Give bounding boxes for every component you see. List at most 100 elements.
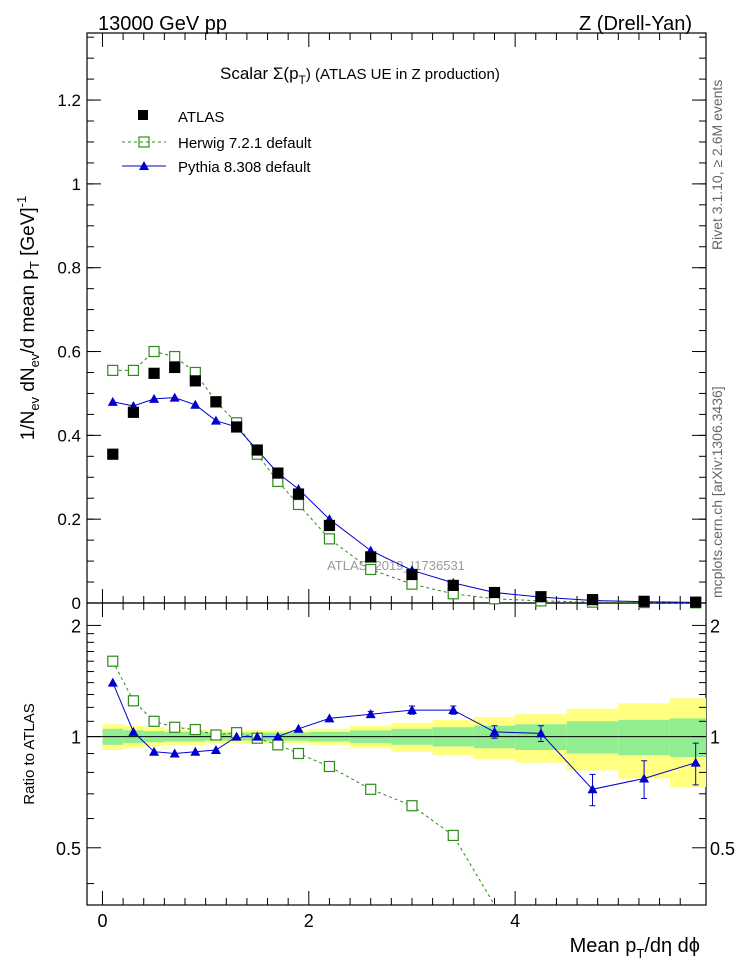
pythia-ratio-point [272, 731, 283, 741]
herwig-ratio-line [112, 660, 495, 906]
pythia-ratio-point [231, 731, 242, 741]
ratio-band-inner [669, 718, 706, 758]
pythia-point [210, 415, 221, 425]
pythia-ratio-point [489, 726, 500, 736]
atlas-point [169, 361, 181, 374]
atlas-point [127, 406, 140, 418]
main-ytick-label: 0.2 [57, 510, 81, 529]
atlas-point [690, 596, 702, 608]
atlas-point [189, 375, 201, 387]
pythia-ratio-point [252, 731, 263, 741]
herwig-ratio-point [148, 715, 160, 727]
legend-atlas-marker [138, 110, 148, 120]
x-axis-label: Mean pT/dη dϕ [570, 935, 700, 961]
pythia-point [149, 393, 160, 403]
x-tick-label: 2 [304, 911, 314, 931]
ratio-ytick-label-left: 1 [71, 728, 81, 748]
legend-herwig-marker [138, 136, 150, 148]
main-series [107, 345, 702, 609]
pythia-ratio-point [639, 773, 650, 783]
pythia-ratio-point [365, 709, 376, 719]
pythia-point [169, 392, 180, 402]
legend-atlas-label: ATLAS [178, 109, 224, 126]
pythia-ratio-point [535, 728, 546, 738]
watermark: ATLAS_2019_I1736531 [327, 558, 465, 573]
herwig-point [292, 498, 305, 511]
atlas-point [272, 467, 284, 479]
main-axis-ticks: 0 0.2 0.4 0.6 0.8 1 1.2 [57, 33, 706, 613]
herwig-ratio-point [210, 729, 222, 741]
main-ytick-label: 0.6 [57, 343, 81, 362]
herwig-ratio-point [127, 695, 140, 707]
ratio-band-inner [566, 721, 619, 754]
atlas-point [638, 595, 650, 607]
pythia-ratio-point [169, 748, 180, 758]
pythia-ratio-point [128, 726, 139, 736]
pythia-ratio-point [190, 746, 201, 756]
ratio-ytick-label-left: 0.5 [56, 839, 81, 859]
atlas-point [107, 448, 119, 460]
atlas-point [586, 594, 599, 606]
herwig-ratio-point [292, 747, 305, 760]
atlas-point [323, 519, 336, 532]
mcplots-text: mcplots.cern.ch [arXiv:1306.3436] [709, 386, 725, 598]
herwig-ratio-point [272, 739, 284, 751]
pythia-point [190, 399, 201, 409]
herwig-point [107, 364, 119, 376]
herwig-point [148, 345, 160, 358]
atlas-point [488, 586, 501, 599]
herwig-point [127, 364, 140, 376]
header-left: 13000 GeV pp [98, 13, 227, 35]
main-ytick-label: 0 [72, 594, 81, 613]
ratio-series [107, 655, 701, 906]
atlas-point [406, 568, 418, 581]
legend-herwig-label: Herwig 7.2.1 default [178, 135, 312, 152]
herwig-point [365, 563, 377, 576]
chart-title: Scalar Σ(pT) (ATLAS UE in Z production) [220, 64, 500, 87]
ratio-ytick-label-right: 1 [710, 728, 720, 748]
herwig-ratio-point [365, 783, 377, 795]
rivet-version-text: Rivet 3.1.10, ≥ 2.6M events [709, 80, 725, 250]
x-tick-label: 4 [510, 911, 520, 931]
pythia-point [107, 396, 118, 406]
atlas-point [210, 396, 222, 408]
ratio-axis-ticks: 0.5 0.5 1 1 2 2 0 2 4 [56, 603, 735, 931]
herwig-ratio-point [323, 760, 336, 773]
main-ytick-label: 0.8 [57, 259, 81, 278]
ratio-ytick-label-left: 2 [71, 616, 81, 636]
legend: ATLAS Herwig 7.2.1 default Pythia 8.308 … [122, 109, 312, 176]
herwig-point [406, 578, 418, 590]
ratio-band-inner [618, 719, 670, 756]
main-ytick-label: 0.4 [57, 426, 81, 445]
main-ytick-label: 1 [72, 175, 81, 194]
pythia-ratio-point [149, 746, 160, 756]
atlas-point [535, 591, 547, 603]
herwig-ratio-point [189, 723, 201, 736]
y-axis-label-main: 1/Nev dNev/d mean pT [GeV]-1 [14, 196, 42, 441]
pythia-ratio-point [107, 677, 118, 687]
pythia-ratio-point [448, 705, 459, 715]
pythia-ratio-point [324, 713, 335, 723]
pythia-ratio-point [690, 757, 701, 767]
header-right: Z (Drell-Yan) [579, 13, 692, 35]
pythia-ratio-point [293, 723, 304, 733]
x-tick-label: 0 [97, 911, 107, 931]
legend-pythia-marker [139, 161, 149, 170]
atlas-point [292, 488, 305, 500]
herwig-ratio-point [169, 721, 181, 733]
atlas-point [365, 551, 377, 563]
ratio-ytick-label-right: 0.5 [710, 839, 735, 859]
herwig-ratio-point [406, 800, 418, 812]
herwig-point [323, 533, 336, 545]
herwig-ratio-point [447, 829, 459, 842]
atlas-point [230, 421, 243, 433]
atlas-point [251, 444, 263, 456]
atlas-point [447, 579, 459, 591]
ratio-ytick-label-right: 2 [710, 616, 720, 636]
main-ytick-label: 1.2 [57, 91, 81, 110]
pythia-ratio-point [587, 784, 598, 794]
herwig-ratio-point [107, 655, 119, 667]
pythia-ratio-point [406, 705, 417, 715]
pythia-ratio-point [210, 744, 221, 754]
